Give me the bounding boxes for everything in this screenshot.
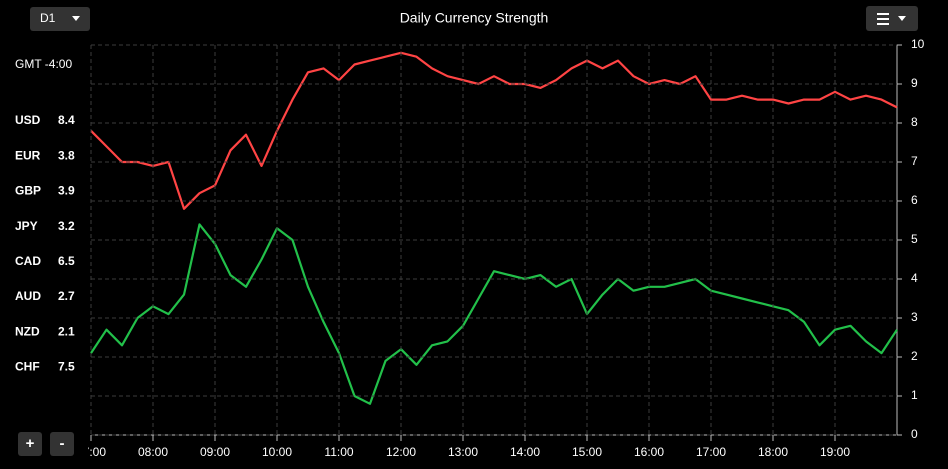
legend-entry[interactable]: CAD 6.5 xyxy=(15,254,75,268)
x-tick-label: 07:00 xyxy=(76,445,106,459)
legend-name: AUD xyxy=(15,289,41,303)
menu-button[interactable] xyxy=(866,6,918,31)
legend-name: CHF xyxy=(15,360,40,374)
legend-name: EUR xyxy=(15,148,41,162)
x-tick-label: 16:00 xyxy=(634,445,664,459)
x-tick-label: 18:00 xyxy=(758,445,788,459)
x-tick-label: 19:00 xyxy=(820,445,850,459)
y-tick-label: 6 xyxy=(911,193,918,207)
y-tick-label: 2 xyxy=(911,349,918,363)
y-tick-label: 8 xyxy=(911,115,918,129)
menu-icon xyxy=(877,18,889,20)
y-tick-label: 3 xyxy=(911,310,918,324)
x-tick-label: 15:00 xyxy=(572,445,602,459)
legend-entry[interactable]: GBP 3.9 xyxy=(15,184,75,198)
dropdown-arrow xyxy=(898,16,906,21)
legend-name: USD xyxy=(15,113,41,127)
legend-value: 3.2 xyxy=(58,219,75,233)
legend-value: 3.9 xyxy=(58,184,75,198)
legend-entry[interactable]: CHF 7.5 xyxy=(15,360,75,374)
timeframe-label: D1 xyxy=(40,11,56,25)
zoom-in-button[interactable]: + xyxy=(18,432,42,456)
legend-entry[interactable]: USD 8.4 xyxy=(15,113,75,127)
menu-icon xyxy=(877,23,889,25)
timezone: GMT -4:00 xyxy=(15,57,72,71)
menu-icon xyxy=(877,13,889,15)
button-bg xyxy=(50,432,74,456)
y-tick-label: 10 xyxy=(911,37,925,51)
x-tick-label: 08:00 xyxy=(138,445,168,459)
button-bg xyxy=(30,7,90,31)
button-bg xyxy=(866,6,918,31)
zoom-out-button[interactable]: - xyxy=(50,432,74,456)
legend-entry[interactable]: JPY 3.2 xyxy=(15,219,75,233)
y-tick-label: 0 xyxy=(911,427,918,441)
x-tick-label: 12:00 xyxy=(386,445,416,459)
x-tick-label: 10:00 xyxy=(262,445,292,459)
legend-value: 6.5 xyxy=(58,254,75,268)
legend-name: CAD xyxy=(15,254,41,268)
zoom-out-label: - xyxy=(60,435,65,452)
series-line xyxy=(90,223,898,405)
legend-value: 8.4 xyxy=(58,113,75,127)
legend-entry[interactable]: AUD 2.7 xyxy=(15,289,75,303)
legend-entry[interactable]: EUR 3.8 xyxy=(15,148,75,162)
legend-name: JPY xyxy=(15,219,38,233)
y-tick-label: 1 xyxy=(911,388,918,402)
y-tick-label: 7 xyxy=(911,154,918,168)
x-tick-label: 13:00 xyxy=(448,445,478,459)
y-tick-label: 9 xyxy=(911,76,918,90)
x-tick-label: 14:00 xyxy=(510,445,540,459)
legend-value: 7.5 xyxy=(58,360,75,374)
plot-area: 07:00 08:00 09:00 10:00 11:00 12:00 13:00 14:00… xyxy=(76,51,898,459)
legend-value: 3.8 xyxy=(58,148,75,162)
x-tick-label: 09:00 xyxy=(200,445,230,459)
legend-entry[interactable]: NZD 2.1 xyxy=(15,324,75,338)
legend-name: NZD xyxy=(15,324,40,338)
timeframe-button[interactable]: D1 xyxy=(30,7,90,31)
y-tick-label: 5 xyxy=(911,232,918,246)
chart-title: Daily Currency Strength xyxy=(400,10,549,26)
legend-value: 2.1 xyxy=(58,324,75,338)
legend-name: GBP xyxy=(15,184,41,198)
zoom-in-label: + xyxy=(26,435,35,452)
x-tick-label: 11:00 xyxy=(324,445,353,459)
x-tick-label: 17:00 xyxy=(696,445,726,459)
y-tick-label: 4 xyxy=(911,271,918,285)
button-bg xyxy=(18,432,42,456)
legend-value: 2.7 xyxy=(58,289,75,303)
dropdown-arrow xyxy=(72,16,80,21)
